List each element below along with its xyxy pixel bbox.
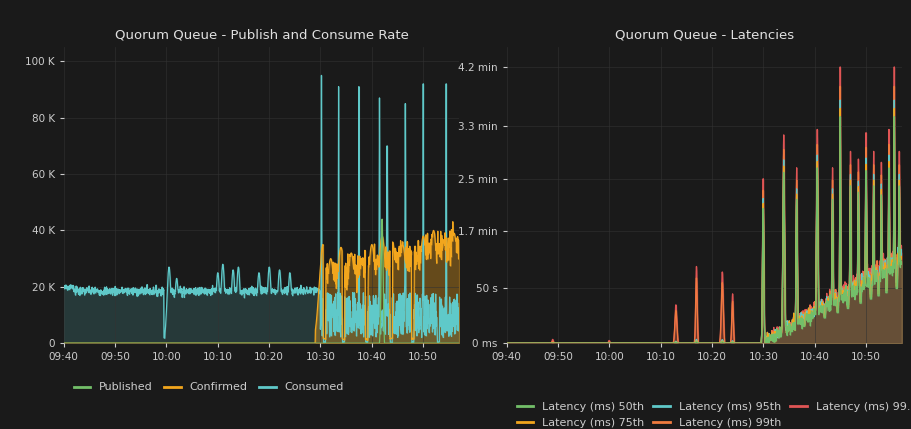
Legend: Latency (ms) 50th, Latency (ms) 75th, Latency (ms) 95th, Latency (ms) 99th, Late: Latency (ms) 50th, Latency (ms) 75th, La…	[512, 398, 911, 429]
Title: Quorum Queue - Latencies: Quorum Queue - Latencies	[615, 29, 793, 42]
Legend: Published, Confirmed, Consumed: Published, Confirmed, Consumed	[69, 378, 348, 397]
Title: Quorum Queue - Publish and Consume Rate: Quorum Queue - Publish and Consume Rate	[115, 29, 408, 42]
